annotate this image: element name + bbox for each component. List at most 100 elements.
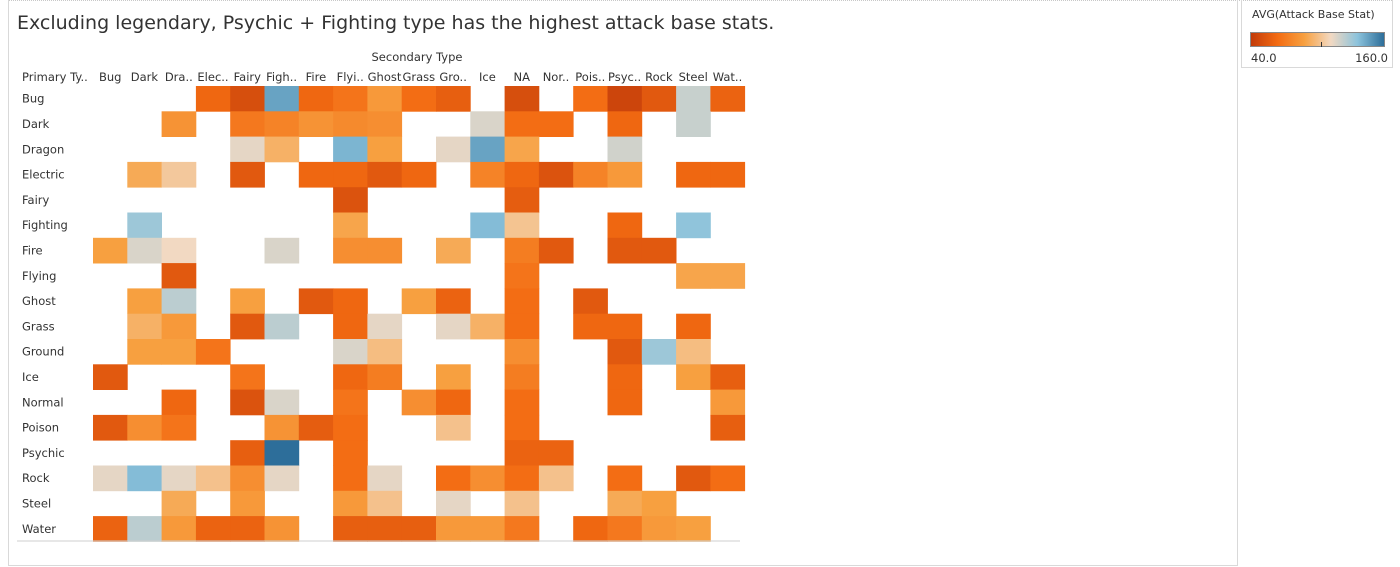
heatmap-cell[interactable] — [333, 465, 368, 492]
heatmap-cell[interactable] — [573, 516, 608, 542]
heatmap-cell[interactable] — [504, 212, 540, 239]
heatmap-cell[interactable] — [504, 516, 540, 542]
heatmap-cell[interactable] — [127, 161, 162, 188]
heatmap-cell[interactable] — [538, 465, 574, 492]
heatmap-cell[interactable] — [436, 364, 471, 390]
heatmap-cell[interactable] — [504, 288, 540, 315]
heatmap-cell[interactable] — [436, 313, 471, 340]
heatmap-cell[interactable] — [504, 237, 540, 264]
heatmap-cell[interactable] — [333, 389, 368, 416]
heatmap-cell[interactable] — [161, 490, 197, 517]
heatmap-cell[interactable] — [298, 86, 334, 112]
heatmap-cell[interactable] — [710, 389, 746, 416]
heatmap-cell[interactable] — [230, 136, 265, 163]
heatmap-cell[interactable] — [127, 212, 162, 239]
heatmap-cell[interactable] — [127, 465, 162, 492]
heatmap-cell[interactable] — [436, 86, 471, 112]
heatmap-cell[interactable] — [333, 86, 368, 112]
heatmap-cell[interactable] — [161, 389, 197, 416]
heatmap-cell[interactable] — [504, 490, 540, 517]
heatmap-cell[interactable] — [195, 465, 231, 492]
heatmap-cell[interactable] — [641, 86, 677, 112]
heatmap-cell[interactable] — [333, 161, 368, 188]
heatmap-cell[interactable] — [710, 161, 746, 188]
heatmap-cell[interactable] — [470, 161, 505, 188]
heatmap-cell[interactable] — [230, 440, 265, 466]
heatmap-cell[interactable] — [676, 161, 711, 188]
heatmap-cell[interactable] — [401, 288, 437, 315]
heatmap-cell[interactable] — [641, 516, 677, 542]
heatmap-cell[interactable] — [367, 313, 403, 340]
heatmap-cell[interactable] — [607, 86, 643, 112]
heatmap-cell[interactable] — [573, 313, 608, 340]
heatmap-cell[interactable] — [436, 490, 471, 517]
heatmap-cell[interactable] — [333, 440, 368, 466]
heatmap-cell[interactable] — [710, 465, 746, 492]
heatmap-cell[interactable] — [161, 111, 197, 137]
heatmap-cell[interactable] — [230, 516, 265, 542]
heatmap-cell[interactable] — [607, 516, 643, 542]
heatmap-cell[interactable] — [607, 161, 643, 188]
heatmap-cell[interactable] — [607, 339, 643, 365]
heatmap-cell[interactable] — [470, 465, 505, 492]
heatmap-cell[interactable] — [538, 111, 574, 137]
heatmap-cell[interactable] — [367, 111, 403, 137]
heatmap-cell[interactable] — [676, 339, 711, 365]
heatmap-cell[interactable] — [676, 212, 711, 239]
heatmap-cell[interactable] — [367, 364, 403, 390]
heatmap-cell[interactable] — [504, 440, 540, 466]
heatmap-cell[interactable] — [470, 111, 505, 137]
heatmap-cell[interactable] — [538, 161, 574, 188]
heatmap-cell[interactable] — [607, 364, 643, 390]
heatmap-cell[interactable] — [333, 288, 368, 315]
heatmap-cell[interactable] — [710, 414, 746, 441]
heatmap-cell[interactable] — [195, 516, 231, 542]
heatmap-cell[interactable] — [127, 414, 162, 441]
heatmap-cell[interactable] — [607, 389, 643, 416]
heatmap-cell[interactable] — [161, 288, 197, 315]
heatmap-cell[interactable] — [367, 136, 403, 163]
heatmap-cell[interactable] — [161, 516, 197, 542]
heatmap-cell[interactable] — [676, 364, 711, 390]
heatmap-cell[interactable] — [367, 237, 403, 264]
heatmap-cell[interactable] — [333, 414, 368, 441]
heatmap-cell[interactable] — [641, 237, 677, 264]
heatmap-cell[interactable] — [127, 288, 162, 315]
heatmap-cell[interactable] — [573, 288, 608, 315]
heatmap-cell[interactable] — [93, 516, 128, 542]
heatmap-cell[interactable] — [264, 237, 300, 264]
heatmap-cell[interactable] — [367, 86, 403, 112]
heatmap-cell[interactable] — [298, 111, 334, 137]
heatmap-cell[interactable] — [676, 263, 711, 289]
heatmap-cell[interactable] — [264, 414, 300, 441]
heatmap-cell[interactable] — [538, 237, 574, 264]
heatmap-cell[interactable] — [470, 212, 505, 239]
heatmap-cell[interactable] — [436, 288, 471, 315]
heatmap-cell[interactable] — [161, 414, 197, 441]
heatmap-cell[interactable] — [436, 237, 471, 264]
heatmap-cell[interactable] — [504, 465, 540, 492]
heatmap-cell[interactable] — [333, 111, 368, 137]
heatmap-cell[interactable] — [264, 440, 300, 466]
heatmap-cell[interactable] — [436, 389, 471, 416]
heatmap-cell[interactable] — [93, 364, 128, 390]
heatmap-cell[interactable] — [710, 263, 746, 289]
heatmap-cell[interactable] — [230, 111, 265, 137]
heatmap-cell[interactable] — [436, 465, 471, 492]
heatmap-cell[interactable] — [93, 237, 128, 264]
heatmap-cell[interactable] — [93, 414, 128, 441]
heatmap-cell[interactable] — [367, 490, 403, 517]
heatmap-cell[interactable] — [676, 86, 711, 112]
heatmap-cell[interactable] — [161, 263, 197, 289]
heatmap-cell[interactable] — [161, 237, 197, 264]
heatmap-cell[interactable] — [298, 414, 334, 441]
heatmap-cell[interactable] — [573, 86, 608, 112]
heatmap-cell[interactable] — [367, 161, 403, 188]
heatmap-cell[interactable] — [264, 136, 300, 163]
heatmap-cell[interactable] — [230, 490, 265, 517]
heatmap-cell[interactable] — [504, 339, 540, 365]
heatmap-cell[interactable] — [333, 136, 368, 163]
heatmap-cell[interactable] — [264, 465, 300, 492]
heatmap-cell[interactable] — [676, 111, 711, 137]
heatmap-cell[interactable] — [333, 212, 368, 239]
